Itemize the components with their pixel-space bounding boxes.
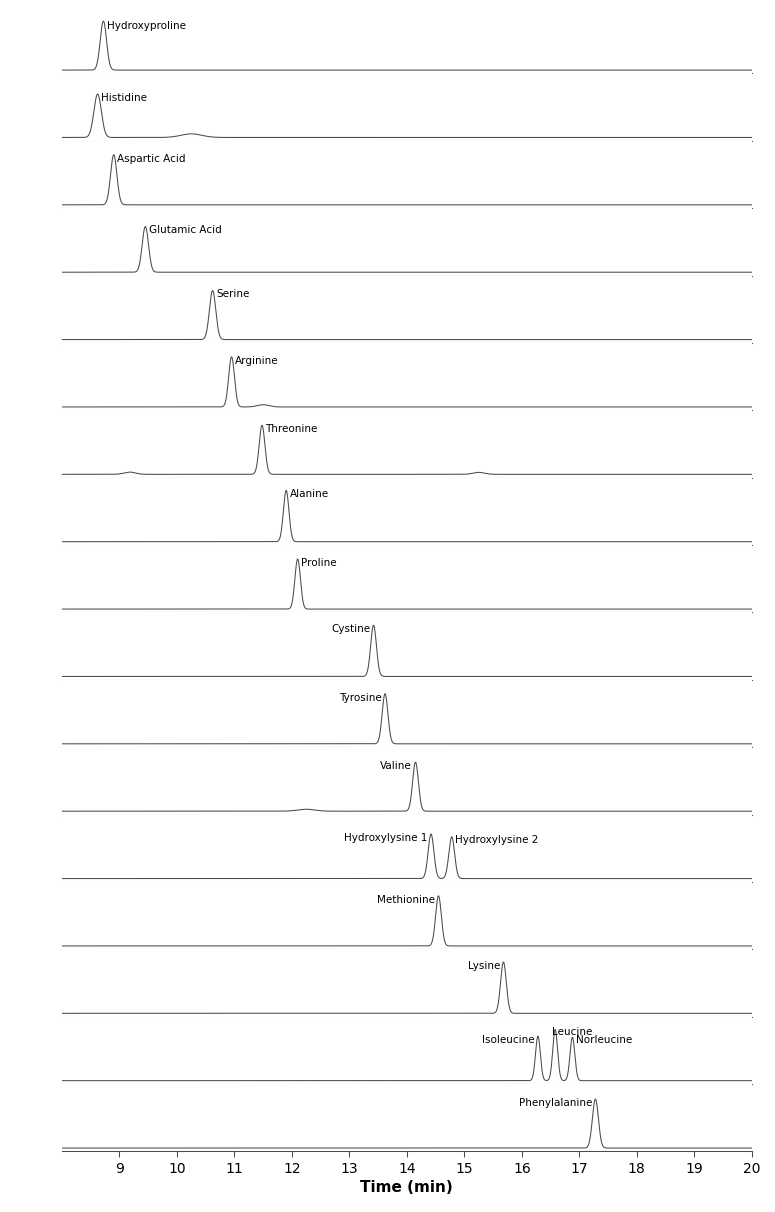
X-axis label: Time (min): Time (min) <box>360 1180 453 1195</box>
Text: Norleucine: Norleucine <box>576 1035 632 1045</box>
Text: Histidine: Histidine <box>101 93 147 103</box>
Text: Hydroxylysine 2: Hydroxylysine 2 <box>455 835 539 845</box>
Text: Serine: Serine <box>216 290 250 299</box>
Text: Hydroxyproline: Hydroxyproline <box>107 21 186 32</box>
Text: Valine: Valine <box>381 761 412 771</box>
Text: Arginine: Arginine <box>235 356 279 366</box>
Text: Cystine: Cystine <box>331 624 370 634</box>
Text: Phenylalanine: Phenylalanine <box>518 1098 592 1108</box>
Text: Proline: Proline <box>301 558 337 568</box>
Text: Hydroxylysine 1: Hydroxylysine 1 <box>344 833 428 842</box>
Text: Tyrosine: Tyrosine <box>339 692 381 703</box>
Text: Methionine: Methionine <box>377 894 435 904</box>
Text: Lysine: Lysine <box>467 961 500 971</box>
Text: Threonine: Threonine <box>266 424 318 434</box>
Text: Alanine: Alanine <box>290 490 329 499</box>
Text: Isoleucine: Isoleucine <box>482 1035 535 1045</box>
Text: Glutamic Acid: Glutamic Acid <box>149 225 222 235</box>
Text: Aspartic Acid: Aspartic Acid <box>117 154 186 164</box>
Text: Leucine: Leucine <box>552 1028 592 1037</box>
